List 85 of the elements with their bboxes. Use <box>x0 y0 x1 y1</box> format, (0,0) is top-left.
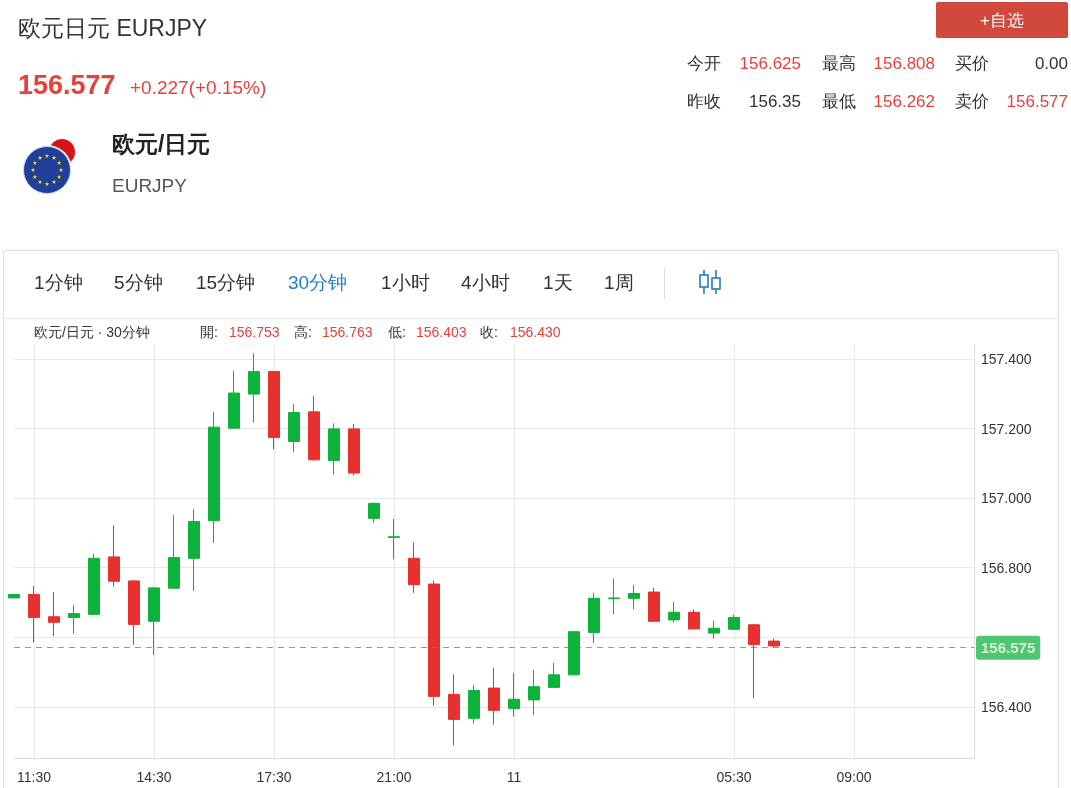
text: 低: <box>388 324 406 341</box>
x-tick-label: 09:00 <box>836 769 872 785</box>
candlestick <box>108 524 120 587</box>
text: 156.625 <box>739 54 801 74</box>
candlestick <box>188 508 200 592</box>
text: 1周 <box>604 272 634 294</box>
candlestick <box>548 662 560 689</box>
candlestick <box>248 352 260 424</box>
text: 0.00 <box>1034 54 1068 74</box>
text: 開: <box>200 324 218 341</box>
x-tick-label: 14:30 <box>136 769 172 785</box>
x-tick-label: 05:30 <box>716 769 752 785</box>
text: 156.577 <box>18 70 116 102</box>
text: 156.577 <box>1006 92 1068 112</box>
text: 最低 <box>822 92 856 112</box>
candlestick <box>28 585 40 643</box>
x-tick-label: 11 <box>506 769 522 785</box>
y-tick-label: 156.400 <box>981 698 1032 715</box>
y-tick-label: 157.000 <box>981 490 1032 507</box>
candlestick <box>368 502 380 524</box>
candlestick <box>748 623 760 699</box>
candlestick <box>608 577 620 615</box>
text: 买价 <box>955 54 989 74</box>
candlestick <box>588 592 600 644</box>
text: 4小时 <box>461 272 510 294</box>
x-tick-label: 21:00 <box>376 769 412 785</box>
text: +自选 <box>936 2 1068 38</box>
candlestick <box>48 591 60 637</box>
text: 今开 <box>687 54 721 74</box>
candlestick <box>68 604 80 635</box>
candlestick <box>288 403 300 453</box>
candlestick <box>348 423 360 477</box>
candlestick <box>328 422 340 475</box>
text: 1天 <box>543 272 573 294</box>
text: 最高 <box>822 54 856 74</box>
text: 卖价 <box>955 92 989 112</box>
x-tick-label: 17:30 <box>256 769 292 785</box>
text: 15分钟 <box>196 272 256 294</box>
candlestick <box>168 514 180 590</box>
candlestick <box>528 669 540 716</box>
candlestick <box>648 587 660 623</box>
y-tick-label: 157.200 <box>981 420 1032 437</box>
candlestick <box>88 553 100 616</box>
candlestick <box>208 411 220 544</box>
text: 156.753 <box>229 324 280 341</box>
text: 收: <box>480 324 498 341</box>
text: 156.35 <box>749 92 801 112</box>
text: 156.262 <box>873 92 935 112</box>
candlestick <box>128 579 140 646</box>
candlestick <box>268 370 280 450</box>
candlestick <box>8 593 20 599</box>
ref-line-label: 156.575 <box>981 639 1036 657</box>
text: 1分钟 <box>34 272 83 294</box>
text: 高: <box>294 324 312 341</box>
candlestick <box>408 541 420 594</box>
text: 156.763 <box>322 324 373 341</box>
y-tick-label: 156.800 <box>981 559 1032 576</box>
candlestick <box>668 601 680 623</box>
candlestick <box>508 672 520 718</box>
text: 昨收 <box>687 92 721 112</box>
text: 欧元/日元 · 30分钟 <box>34 324 150 341</box>
candlestick <box>628 584 640 610</box>
text: 156.403 <box>416 324 467 341</box>
candlestick <box>728 613 740 631</box>
text: EURJPY <box>112 175 187 197</box>
candlestick <box>388 518 400 560</box>
y-tick-label: 157.400 <box>981 350 1032 367</box>
candlestick <box>308 395 320 462</box>
text: 欧元/日元 <box>112 131 211 158</box>
text: 5分钟 <box>114 272 163 294</box>
candlestick <box>488 667 500 726</box>
text: 30分钟 <box>288 272 348 294</box>
chart-title: 欧元日元 EURJPY <box>18 15 208 42</box>
candlestick <box>448 673 460 746</box>
candlestick <box>708 620 720 640</box>
candlestick <box>428 580 440 707</box>
candlestick <box>768 637 780 649</box>
x-tick-label: 11:30 <box>17 769 52 785</box>
text: 156.430 <box>510 324 561 341</box>
candlestick <box>688 608 700 630</box>
text: 1小时 <box>381 272 430 294</box>
candlestick <box>228 370 240 430</box>
text: +0.227(+0.15%) <box>130 77 267 99</box>
candlestick <box>468 684 480 725</box>
text: 156.808 <box>873 54 935 74</box>
